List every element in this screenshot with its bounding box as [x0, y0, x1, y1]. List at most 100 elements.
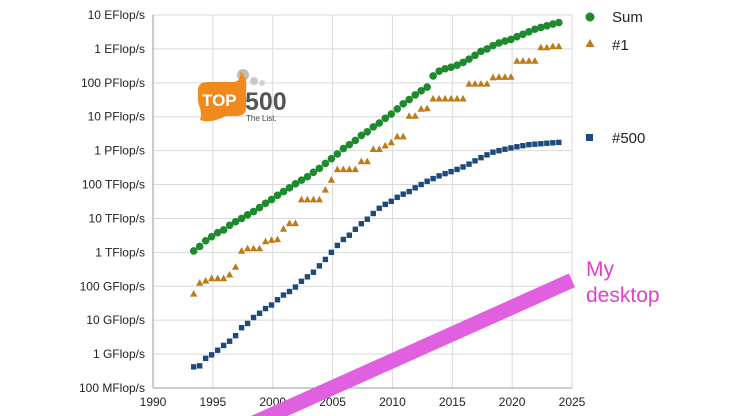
top500-point	[496, 147, 502, 154]
top500-point	[430, 175, 436, 182]
sum-point	[285, 184, 294, 192]
sum-point	[459, 58, 467, 67]
top500-point	[514, 144, 520, 150]
top1-point	[471, 80, 479, 87]
top500-point	[358, 221, 365, 227]
top1-point	[411, 112, 419, 119]
top500-point	[538, 141, 544, 147]
legend-sum-marker	[585, 12, 595, 22]
top500-point	[208, 352, 215, 358]
top500-point	[484, 152, 490, 158]
top500-point	[382, 201, 388, 208]
sum-point	[507, 35, 515, 44]
sum-point	[405, 95, 413, 104]
top500-point	[478, 154, 484, 161]
legend-top500-marker	[586, 134, 593, 141]
sum-point	[225, 221, 234, 230]
top500-point	[418, 181, 424, 188]
top1-point	[345, 165, 353, 173]
y-tick-label: 100 PFlop/s	[81, 76, 145, 90]
y-axis-tick-labels: 100 MFlop/s 1 GFlop/s 10 GFlop/s 100 GFlop/…	[79, 8, 145, 395]
top1-point	[513, 57, 521, 64]
logo-number-text: 500	[245, 88, 287, 116]
top500-point	[406, 188, 412, 195]
y-tick-label: 10 PFlop/s	[88, 110, 145, 124]
sum-point	[531, 25, 539, 34]
top1-point	[321, 185, 329, 193]
sum-point	[411, 91, 419, 99]
sum-point	[351, 136, 360, 145]
top1-point	[261, 237, 270, 245]
sum-point	[279, 187, 288, 196]
top1-point	[232, 263, 240, 270]
top1-point	[333, 165, 341, 173]
top500-point	[472, 158, 478, 164]
series-circle	[189, 18, 563, 255]
top500-point	[532, 141, 538, 147]
sum-point	[345, 140, 354, 149]
top500-point	[328, 249, 335, 256]
top500-point	[304, 274, 311, 280]
sum-point	[297, 176, 306, 184]
top500-point	[238, 325, 245, 331]
desktop-annotation: My desktop	[250, 258, 660, 416]
top500-point	[220, 342, 227, 349]
top1-point	[531, 57, 539, 64]
sum-point	[261, 199, 270, 208]
top1-point	[423, 104, 431, 112]
annotation-label-line-2: desktop	[586, 284, 660, 307]
top500-point	[268, 302, 275, 308]
x-tick-label: 2020	[499, 395, 526, 409]
top1-point	[243, 244, 252, 252]
top1-point	[459, 94, 467, 102]
y-tick-label: 1 GFlop/s	[93, 347, 145, 361]
sum-point	[189, 247, 198, 255]
top1-point	[417, 105, 425, 112]
top1-point	[357, 157, 365, 165]
top1-point	[255, 244, 264, 252]
top500-point	[346, 232, 353, 238]
sum-point	[399, 100, 408, 108]
sum-point	[549, 20, 557, 28]
top500-point	[340, 236, 347, 243]
sum-point	[375, 119, 384, 127]
sum-point	[267, 195, 276, 204]
top500-point	[454, 166, 460, 173]
legend-top1-label: #1	[612, 37, 629, 54]
legend-top1-marker	[585, 39, 595, 47]
top1-point	[375, 145, 383, 153]
top1-point	[285, 219, 294, 227]
top500-point	[214, 347, 221, 353]
sum-point	[417, 87, 425, 95]
top1-point	[273, 235, 282, 243]
sum-point	[381, 114, 390, 123]
top500-point	[370, 210, 376, 217]
logo-top-text: TOP	[202, 91, 237, 110]
x-tick-label: 2015	[439, 395, 466, 409]
top1-point	[363, 157, 371, 165]
top1-point	[543, 43, 551, 51]
top1-point	[537, 43, 545, 51]
sum-point	[195, 242, 204, 251]
sum-point	[441, 64, 449, 73]
top1-point	[435, 94, 443, 102]
logo-dot-medium	[250, 77, 258, 85]
top500-point	[394, 194, 400, 201]
sum-point	[537, 23, 545, 32]
sum-point	[273, 191, 282, 200]
sum-point	[303, 172, 312, 181]
top1-point	[441, 94, 449, 102]
sum-point	[447, 63, 455, 71]
top1-point	[351, 165, 359, 173]
sum-point	[339, 144, 348, 153]
top1-point	[249, 244, 258, 252]
top500-point	[424, 178, 430, 184]
top500-point	[412, 185, 418, 191]
top500-point	[286, 288, 293, 295]
sum-point	[501, 37, 509, 45]
sum-point	[369, 123, 378, 131]
top1-point	[495, 73, 503, 80]
y-tick-label: 1 TFlop/s	[95, 245, 145, 259]
y-tick-label: 10 EFlop/s	[88, 8, 145, 22]
